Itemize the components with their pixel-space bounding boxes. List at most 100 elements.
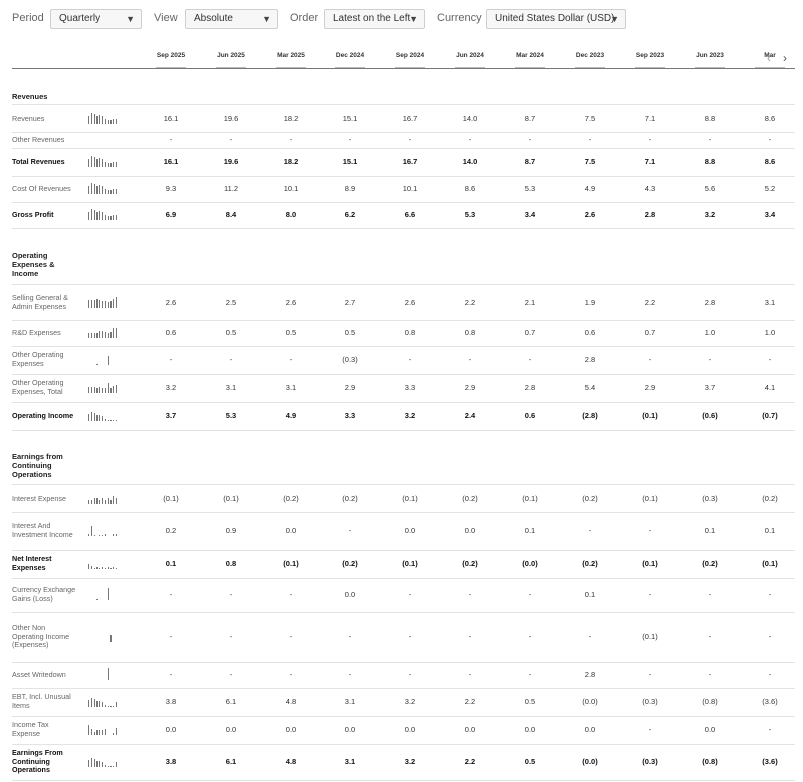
sparkline-bar (88, 333, 90, 338)
table-cell: - (348, 670, 352, 679)
table-cell: 0.0 (704, 725, 716, 734)
row-label: Other Operating Expenses (12, 350, 64, 368)
table-cell: - (528, 632, 532, 641)
sparkline-bar (99, 387, 101, 393)
sparkline-bar (102, 567, 104, 569)
table-cell: 16.7 (402, 114, 418, 123)
table-cell: 3.1 (344, 757, 356, 766)
table-cell: (0.1) (402, 494, 418, 503)
table-row[interactable]: Other Non Operating Income (Expenses) - - -… (12, 612, 795, 663)
table-row[interactable]: Cost Of Revenues 9.3 11.2 10.1 8.9 10.1 8.6 5.3… (12, 176, 795, 203)
row-label: Currency Exchange Gains (Loss) (12, 585, 76, 603)
table-cell: 2.8 (584, 355, 596, 364)
order-select[interactable]: Latest on the Left ▼ (324, 9, 425, 29)
table-cell: - (708, 670, 712, 679)
table-cell: 7.1 (644, 157, 656, 166)
table-row[interactable]: Asset Writedown - - - - - - - 2.8 - - - (12, 662, 795, 689)
table-row[interactable]: Income Tax Expense 0.0 0.0 0.0 0.0 0.0 0.0 0.0 0… (12, 716, 795, 745)
table-row[interactable]: Total Revenues 16.1 19.6 18.2 15.1 16.7 14.0 8.… (12, 148, 795, 177)
table-cell: 10.1 (283, 184, 299, 193)
table-row[interactable]: Other Operating Expenses - - - (0.3) - - - 2.8 - -… (12, 346, 795, 375)
table-cell: 8.9 (344, 184, 356, 193)
table-cell: 5.3 (464, 210, 476, 219)
column-header: Jun 2023 (696, 52, 724, 59)
table-cell: (0.1) (642, 494, 658, 503)
table-row[interactable]: Currency Exchange Gains (Loss) - - - 0.0 - - - 0… (12, 578, 795, 613)
table-cell: 2.8 (524, 383, 536, 392)
table-cell: (0.3) (702, 494, 718, 503)
period-select[interactable]: Quarterly ▼ (50, 9, 142, 29)
sparkline-bar (107, 120, 109, 124)
table-cell: 3.8 (165, 757, 177, 766)
table-cell: (0.1) (223, 494, 239, 503)
table-cell: (0.1) (642, 632, 658, 641)
table-cell: 3.1 (344, 697, 356, 706)
table-row[interactable]: Revenues 16.1 19.6 18.2 15.1 16.7 14.0 8.7 7.5 7.… (12, 106, 795, 133)
table-row[interactable]: Selling General & Admin Expenses 2.6 2.5 2.… (12, 286, 795, 321)
table-cell: 2.8 (644, 210, 656, 219)
sparkline-icon (88, 754, 120, 767)
table-cell: - (229, 670, 233, 679)
sparkline-bar (93, 535, 95, 536)
table-cell: - (169, 355, 173, 364)
table-cell: - (468, 355, 472, 364)
table-row[interactable]: Other Revenues - - - - - - - - - - - (12, 132, 795, 149)
table-cell: 4.3 (644, 184, 656, 193)
table-cell: 19.6 (223, 114, 239, 123)
sparkline-bar (96, 599, 98, 600)
table-cell: 2.6 (285, 298, 297, 307)
table-cell: 2.9 (644, 383, 656, 392)
row-label: Revenues (12, 113, 45, 123)
table-cell: 14.0 (462, 157, 478, 166)
sparkline-icon (88, 380, 120, 393)
sparkline-bar (99, 500, 101, 504)
table-row[interactable]: Other Operating Expenses, Total 3.2 3.1 3.1… (12, 374, 795, 403)
table-row[interactable]: EBT, Incl. Unusual Items 3.8 6.1 4.8 3.1 3.2 2… (12, 688, 795, 717)
table-cell: 0.7 (524, 328, 536, 337)
table-cell: 16.7 (402, 157, 418, 166)
table-row[interactable]: R&D Expenses 0.6 0.5 0.5 0.5 0.8 0.8 0.7 0.6 0.7 1… (12, 320, 795, 347)
table-cell: 6.2 (344, 210, 356, 219)
row-label: Total Revenues (12, 156, 65, 166)
table-cell: 0.0 (404, 526, 416, 535)
table-cell: 2.6 (165, 298, 177, 307)
sparkline-bar (102, 331, 104, 338)
table-cell: - (408, 670, 412, 679)
sparkline-bar (90, 183, 92, 194)
chevron-right-icon[interactable]: › (783, 51, 787, 65)
table-cell: (0.1) (642, 411, 658, 420)
table-row[interactable]: Gross Profit 6.9 8.4 8.0 6.2 6.6 5.3 3.4 2.6 2.8 3… (12, 202, 795, 229)
table-row[interactable]: Operating Income 3.7 5.3 4.9 3.3 3.2 2.4 0.6 (2.… (12, 402, 795, 431)
row-label: Net Interest Expenses (12, 554, 52, 572)
table-cell: (0.1) (402, 559, 418, 568)
sparkline-bar (113, 162, 115, 167)
sparkline-bar (93, 333, 95, 338)
table-cell: 0.0 (404, 725, 416, 734)
table-row[interactable]: Net Interest Expenses 0.1 0.8 (0.1) (0.2) (0.… (12, 550, 795, 579)
table-cell: - (648, 590, 652, 599)
table-cell: (0.1) (762, 559, 778, 568)
sparkline-bar (99, 211, 101, 220)
sparkline-bar (93, 732, 95, 735)
sparkline-bar (110, 120, 112, 124)
table-cell: - (528, 590, 532, 599)
sparkline-bar (90, 156, 92, 167)
table-row[interactable]: Earnings From Continuing Operations 3.8 6.… (12, 744, 795, 781)
table-cell: 7.5 (584, 114, 596, 123)
table-row[interactable]: Interest Expense (0.1) (0.1) (0.2) (0.2) (0.1… (12, 486, 795, 513)
sparkline-icon (88, 181, 120, 194)
table-cell: - (408, 135, 412, 144)
table-row[interactable]: Interest And Investment Income 0.2 0.9 0.0 -… (12, 512, 795, 551)
sparkline-bar (93, 157, 95, 167)
sparkline-bar (110, 163, 112, 167)
sparkline-bar (99, 300, 101, 308)
table-cell: 1.9 (584, 298, 596, 307)
currency-select[interactable]: United States Dollar (USD) ▼ (486, 9, 626, 29)
view-select[interactable]: Absolute ▼ (185, 9, 278, 29)
table-cell: 7.5 (584, 157, 596, 166)
sparkline-bar (88, 212, 90, 220)
table-cell: 0.9 (225, 526, 237, 535)
table-cell: - (708, 135, 712, 144)
chevron-left-icon[interactable]: ‹ (767, 51, 771, 65)
table-cell: 2.8 (584, 670, 596, 679)
